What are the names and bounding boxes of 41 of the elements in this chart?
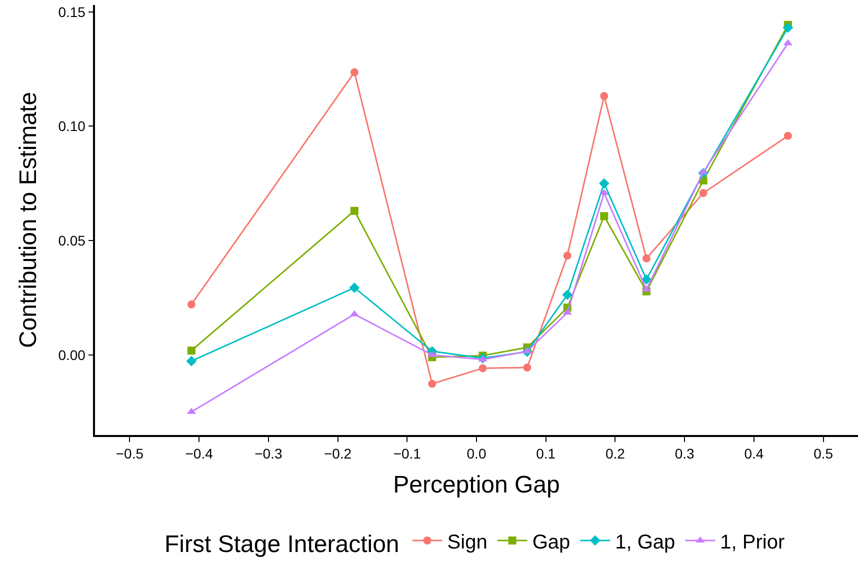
legend-label: Sign — [447, 531, 488, 554]
point — [349, 282, 360, 293]
point — [782, 22, 794, 33]
legend-label: 1, Prior — [720, 531, 785, 554]
point — [187, 300, 196, 308]
y-tick-label: 0.15 — [58, 4, 86, 20]
point — [187, 346, 196, 355]
x-axis-title: Perception Gap — [393, 471, 560, 498]
x-tick-label: −0.4 — [185, 446, 214, 462]
point — [598, 178, 610, 189]
legend-label: Gap — [532, 531, 570, 554]
point — [428, 380, 436, 388]
x-tick-label: −0.3 — [254, 446, 282, 462]
point — [563, 252, 572, 260]
point — [350, 206, 358, 215]
x-tick-label: −0.5 — [116, 446, 144, 462]
x-tick-label: −0.2 — [324, 446, 352, 462]
x-tick-label: 0.4 — [744, 446, 764, 462]
point — [478, 364, 487, 372]
x-tick-label: 0.2 — [605, 446, 626, 462]
point — [600, 92, 608, 100]
x-tick-label: 0.1 — [536, 446, 556, 462]
legend-label: 1, Gap — [615, 531, 676, 554]
point — [784, 132, 792, 140]
x-tick-label: 0.5 — [814, 446, 834, 462]
y-axis-title: Contribution to Estimate — [14, 92, 42, 348]
legend-title: First Stage Interaction — [164, 531, 400, 558]
x-tick-label: 0.3 — [674, 446, 695, 462]
x-tick-label: 0.0 — [466, 446, 486, 462]
point — [642, 254, 650, 262]
point — [562, 290, 573, 300]
point — [350, 68, 358, 76]
point — [186, 356, 197, 366]
y-tick-label: 0.10 — [58, 118, 86, 134]
point — [699, 189, 708, 198]
y-tick-label: 0.05 — [58, 232, 86, 248]
point — [641, 274, 652, 285]
point — [600, 212, 608, 220]
y-tick-label: 0.00 — [58, 346, 86, 363]
point — [523, 364, 532, 372]
x-tick-label: −0.1 — [393, 446, 422, 462]
